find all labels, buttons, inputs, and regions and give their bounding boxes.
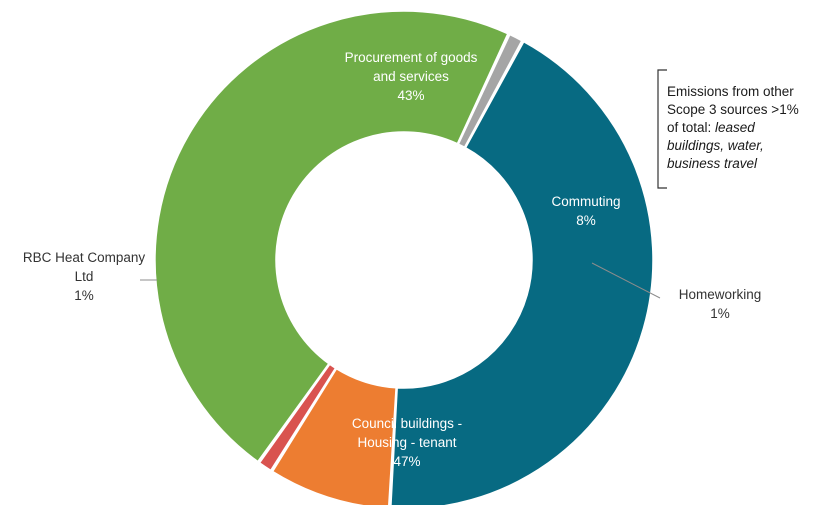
- slice-labels: Procurement of goods and services 43% Commu…: [23, 50, 761, 469]
- annotation-line-3-plain: of total:: [667, 120, 716, 135]
- slice-label-rbc-heat-company-ltd: RBC Heat Company Ltd 1%: [23, 250, 146, 303]
- slice-value-rbc-heat-company-ltd: 1%: [74, 288, 94, 303]
- annotation-line-2: Scope 3 sources >1%: [667, 102, 799, 117]
- slice-label-council-buildings-housing-tenant: Council buildings - Housing - tenant 47%: [352, 416, 462, 469]
- slice-value-council-buildings-housing-tenant: 47%: [393, 454, 420, 469]
- annotation-bracket: [657, 69, 667, 189]
- slice-label-line-rbc-heat-company-ltd: RBC Heat Company: [23, 250, 146, 265]
- annotation-line-3-italic: leased: [715, 120, 755, 135]
- slice-commuting: [271, 367, 397, 505]
- slice-value-homeworking: 1%: [710, 306, 730, 321]
- slice-label-procurement-of-goods-and-services: Procurement of goods and services 43%: [345, 50, 478, 103]
- slice-label-line-procurement-of-goods-and-services: Procurement of goods: [345, 50, 478, 65]
- slice-label-commuting: Commuting 8%: [551, 194, 620, 228]
- slice-homeworking: [258, 363, 337, 472]
- annotation-line-4: buildings, water,: [667, 138, 764, 153]
- annotation-line-1: Emissions from other: [667, 84, 794, 99]
- donut-slices: [154, 10, 654, 505]
- slice-label-line-procurement-of-goods-and-services: and services: [373, 69, 449, 84]
- slice-label-line-homeworking: Homeworking: [679, 287, 762, 302]
- slice-council-buildings-housing-tenant: [154, 10, 509, 463]
- slice-rbc-heat-company-ltd: [457, 33, 523, 149]
- slice-label-line-commuting: Commuting: [551, 194, 620, 209]
- slice-label-line-rbc-heat-company-ltd: Ltd: [75, 269, 94, 284]
- slice-label-homeworking: Homeworking 1%: [679, 287, 762, 321]
- slice-value-commuting: 8%: [576, 213, 596, 228]
- slice-label-line-council-buildings-housing-tenant: Housing - tenant: [357, 435, 456, 450]
- slice-value-procurement-of-goods-and-services: 43%: [397, 88, 424, 103]
- annotation-text: Emissions from other Scope 3 sources >1%…: [667, 83, 827, 173]
- slice-label-line-council-buildings-housing-tenant: Council buildings -: [352, 416, 462, 431]
- leader-lines: [140, 262, 661, 299]
- annotation-line-3: of total: leased: [667, 119, 827, 137]
- leader-line-homeworking: [591, 262, 661, 299]
- slice-procurement-of-goods-and-services: [390, 40, 654, 505]
- annotation-line-5: business travel: [667, 156, 758, 171]
